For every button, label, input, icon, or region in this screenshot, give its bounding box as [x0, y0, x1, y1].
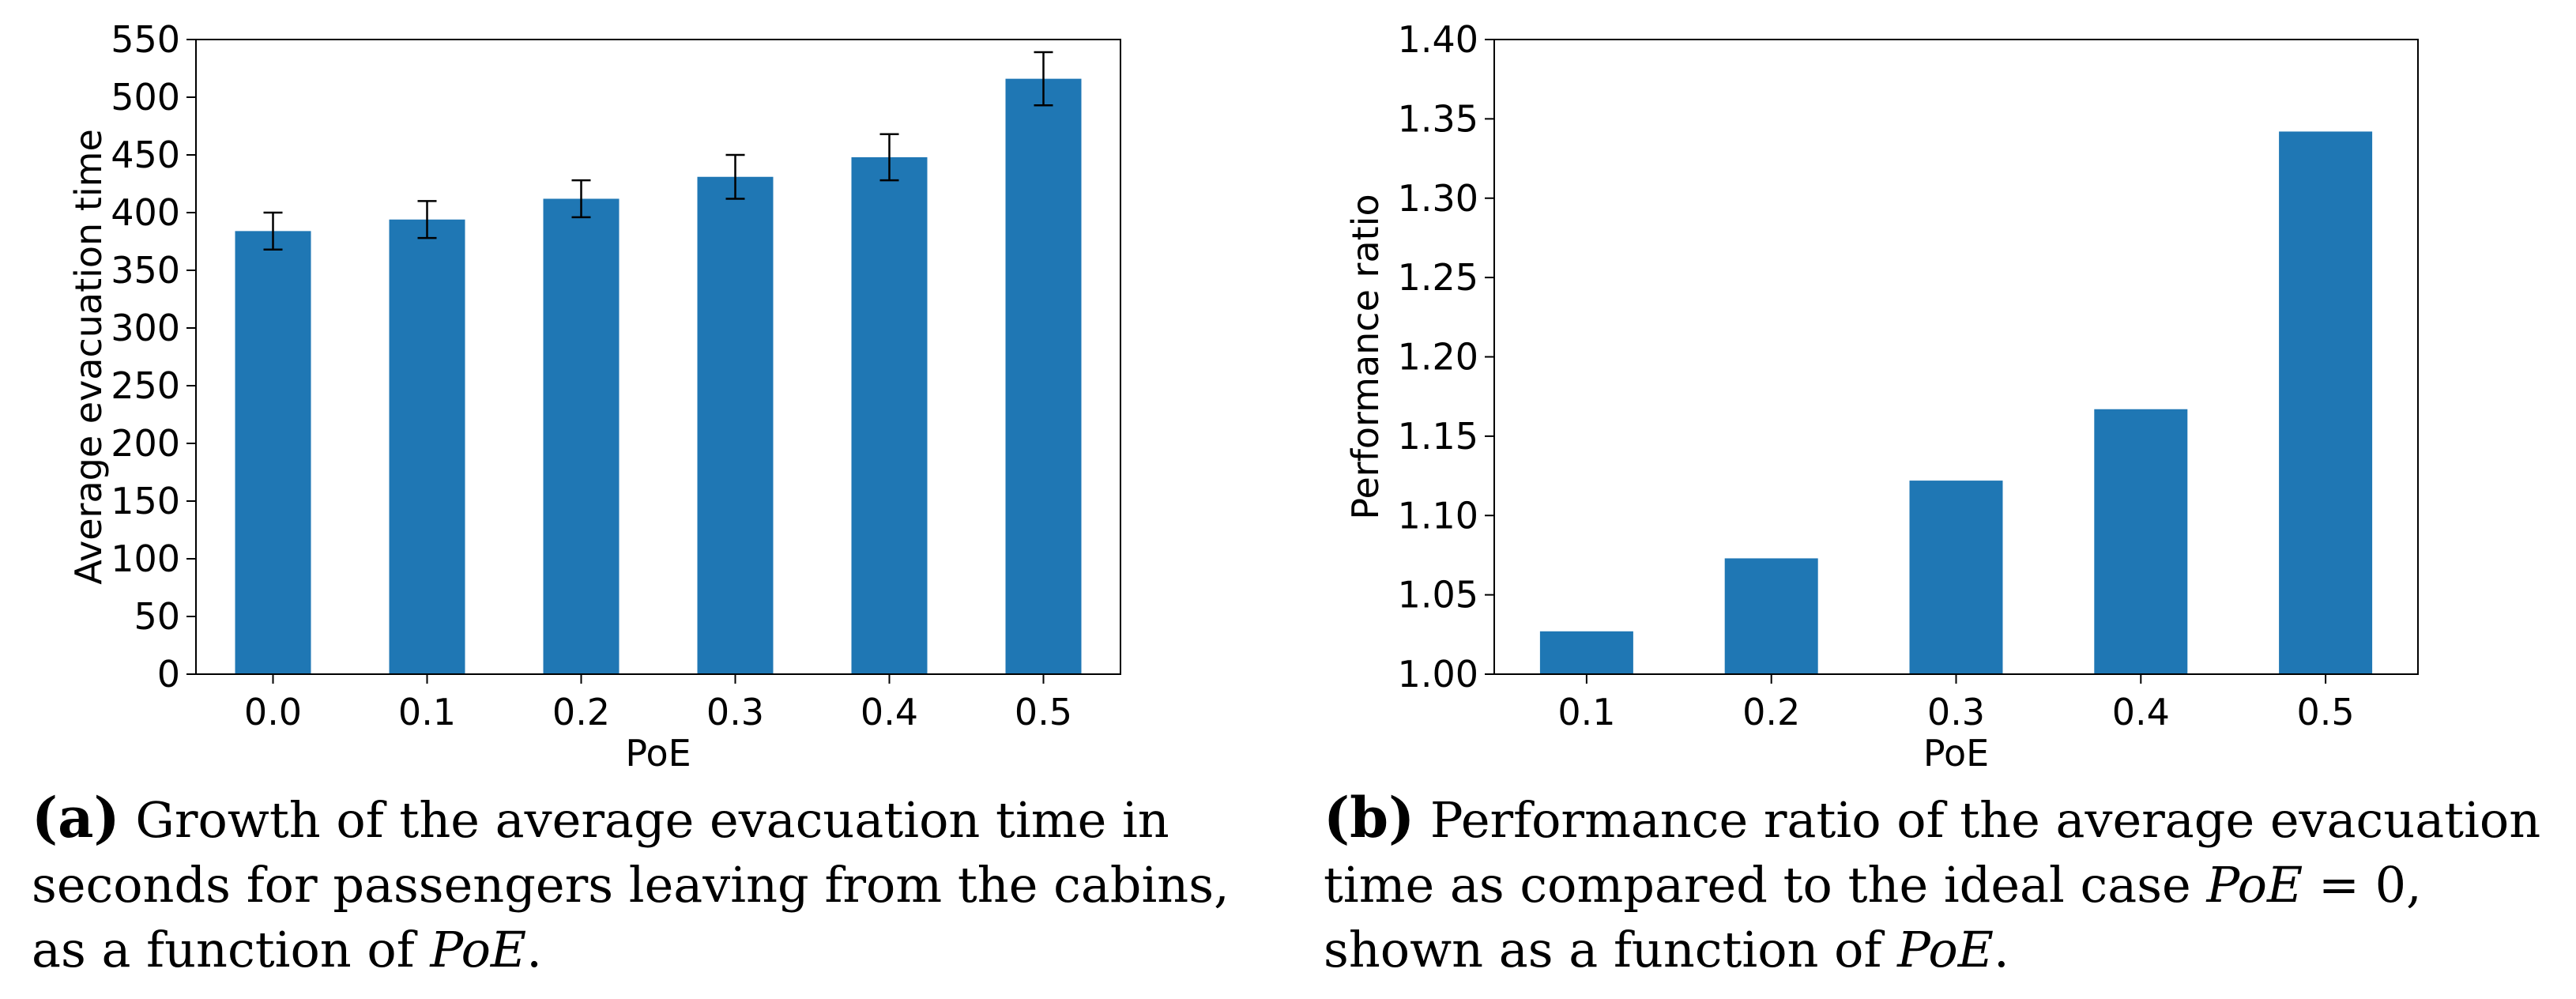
- caption-a: (a) Growth of the average evacuation tim…: [32, 786, 1272, 982]
- caption-a-text: Growth of the average evacuation time in…: [32, 791, 1230, 978]
- chart-b-xtick-label-0: 0.1: [1557, 691, 1615, 733]
- caption-b-letter: (b): [1324, 785, 1415, 850]
- chart-a-bar-3: [697, 176, 774, 675]
- chart-a-ytick-label-10: 500: [111, 76, 180, 119]
- chart-a-bar-0: [235, 231, 311, 674]
- chart-a-xlabel: PoE: [625, 732, 691, 775]
- chart-b-xtick-label-4: 0.5: [2297, 691, 2355, 733]
- chart-b-xtick-label-3: 0.4: [2112, 691, 2170, 733]
- chart-a-ytick-label-2: 100: [111, 537, 180, 580]
- chart-a-ytick-label-11: 550: [111, 18, 180, 61]
- chart-b-ytick-label-4: 1.20: [1398, 336, 1478, 379]
- chart-b-ytick-label-5: 1.25: [1398, 256, 1478, 299]
- chart-a-ytick-label-0: 0: [157, 653, 180, 696]
- chart-b-bar-0: [1539, 631, 1633, 674]
- caption-b: (b) Performance ratio of the average eva…: [1324, 786, 2564, 982]
- chart-b-performance-ratio: 1.00 1.05 1.10 1.15 1.20 1.25 1.30 1.35 1.40 0.1 0…: [1344, 18, 2419, 775]
- chart-a-ytick-label-7: 350: [111, 249, 180, 292]
- chart-a-errorbar-5: [1034, 51, 1053, 107]
- chart-a-ytick-label-9: 450: [111, 134, 180, 176]
- chart-a-xtick-label-2: 0.2: [552, 691, 610, 733]
- chart-a-bar-1: [389, 219, 465, 674]
- chart-a-errorbar-3: [725, 153, 745, 200]
- caption-a-end: .: [526, 921, 542, 978]
- chart-b-xlabel: PoE: [1923, 732, 1989, 775]
- chart-a-bar-2: [543, 198, 620, 675]
- chart-a-ytick-label-3: 150: [111, 480, 180, 522]
- chart-b-ylabel: Performance ratio: [1344, 194, 1387, 519]
- caption-a-var: PoE: [430, 921, 527, 978]
- chart-a-bar-5: [1005, 78, 1082, 674]
- chart-a-errorbar-2: [571, 179, 591, 219]
- caption-b-text: Performance ratio of the average evacuat…: [1324, 791, 2541, 914]
- chart-b-ytick-label-2: 1.10: [1398, 494, 1478, 537]
- caption-a-letter: (a): [32, 785, 120, 850]
- chart-b-ytick-label-1: 1.05: [1398, 574, 1478, 616]
- chart-a-xtick-label-0: 0.0: [244, 691, 302, 733]
- chart-b-ytick-label-3: 1.15: [1398, 415, 1478, 458]
- chart-b-ytick-label-8: 1.40: [1398, 18, 1478, 61]
- chart-a-xtick-label-5: 0.5: [1015, 691, 1072, 733]
- chart-a-errorbar-4: [879, 133, 899, 182]
- chart-b-ytick-label-0: 1.00: [1398, 653, 1478, 696]
- chart-a-xtick-label-3: 0.3: [706, 691, 764, 733]
- chart-b-bar-4: [2279, 131, 2373, 674]
- caption-b-var2: PoE: [1897, 921, 1994, 978]
- chart-b-bar-3: [2094, 409, 2188, 674]
- chart-b-ytick-label-7: 1.35: [1398, 97, 1478, 140]
- chart-a-errorbar-0: [263, 211, 283, 251]
- chart-b-bar-1: [1724, 558, 1818, 674]
- chart-a-ytick-label-1: 50: [134, 595, 180, 638]
- chart-a-ytick-label-8: 400: [111, 191, 180, 234]
- caption-b-var: PoE: [2206, 856, 2303, 914]
- chart-a-ytick-label-6: 300: [111, 307, 180, 349]
- chart-b-xtick-label-2: 0.3: [1927, 691, 1985, 733]
- chart-a-ytick-label-5: 250: [111, 364, 180, 407]
- chart-a-ytick-label-4: 200: [111, 422, 180, 465]
- chart-a-axes-frame: [195, 39, 1121, 675]
- chart-a-errorbar-1: [417, 200, 437, 239]
- chart-a-xtick-label-4: 0.4: [861, 691, 918, 733]
- chart-a-evacuation-time: 0 50 100 150 200 250 300 350 400 450 500 550 0.0 0.1 0…: [67, 18, 1121, 775]
- chart-b-ytick-label-6: 1.30: [1398, 177, 1478, 220]
- chart-a-xtick-label-1: 0.1: [398, 691, 456, 733]
- chart-b-bar-2: [1909, 481, 2003, 674]
- chart-b-xtick-label-1: 0.2: [1742, 691, 1800, 733]
- chart-a-bar-4: [851, 156, 928, 675]
- caption-b-end: .: [1993, 921, 2009, 978]
- chart-a-ylabel: Average evacuation time: [67, 129, 110, 585]
- caption-b-eq: = 0, shown as a function of: [1324, 856, 2422, 978]
